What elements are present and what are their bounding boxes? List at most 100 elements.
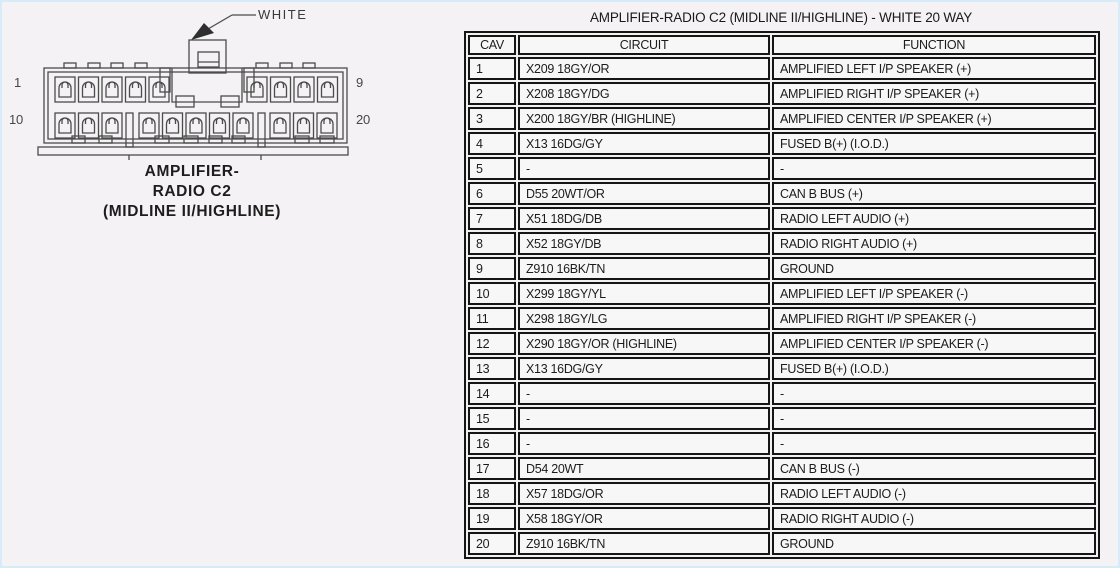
circuit-cell: - [518, 382, 770, 405]
cav-cell: 10 [468, 282, 516, 305]
connector-color-label: WHITE [258, 7, 308, 22]
cav-cell: 9 [468, 257, 516, 280]
cav-cell: 2 [468, 82, 516, 105]
pin-cavity [101, 112, 123, 139]
cav-cell: 18 [468, 482, 516, 505]
table-row: 1 X209 18GY/OR AMPLIFIED LEFT I/P SPEAKER … [468, 57, 1096, 80]
table-row: 16- - [468, 432, 1096, 455]
table-row: 9 Z910 16BK/TN GROUND [468, 257, 1096, 280]
pin-cavity [77, 112, 100, 139]
cav-cell: 16 [468, 432, 516, 455]
circuit-cell: X298 18GY/LG [518, 307, 770, 330]
caption-line-2: RADIO C2 [152, 183, 232, 200]
pin-cavity [54, 112, 76, 139]
cav-cell: 5 [468, 157, 516, 180]
pin-cavity [138, 112, 160, 139]
table-row: 14- - [468, 382, 1096, 405]
table-row: 20 Z910 16BK/TN GROUND [468, 532, 1096, 555]
table-header-row: CAV CIRCUIT FUNCTION [468, 35, 1096, 55]
cav-cell: 6 [468, 182, 516, 205]
pin-number-20: 20 [356, 112, 371, 127]
pin-cavity [148, 76, 170, 103]
pin-number-9: 9 [356, 75, 364, 90]
cav-cell: 12 [468, 332, 516, 355]
pin-cavity [246, 76, 268, 103]
cav-cell: 14 [468, 382, 516, 405]
cav-cell: 13 [468, 357, 516, 380]
pin-cavity [269, 112, 291, 139]
circuit-cell: X57 18DG/OR [518, 482, 770, 505]
table-row: 6 D55 20WT/OR CAN B BUS (+) [468, 182, 1096, 205]
table-row: 19 X58 18GY/OR RADIO RIGHT AUDIO (-) [468, 507, 1096, 530]
circuit-cell: X13 16DG/GY [518, 132, 770, 155]
function-cell: - [772, 157, 1096, 180]
circuit-cell: X58 18GY/OR [518, 507, 770, 530]
white-callout-arrow-icon [191, 14, 256, 40]
connector-caption: AMPLIFIER- RADIO C2 (MIDLINE II/HIGHLINE… [62, 162, 322, 222]
connector-latch [188, 39, 227, 74]
table-row: 4 X13 16DG/GY FUSED B(+) (I.O.D.) [468, 132, 1096, 155]
circuit-cell: X208 18GY/DG [518, 82, 770, 105]
function-cell: RADIO LEFT AUDIO (-) [772, 482, 1096, 505]
caption-line-3: (MIDLINE II/HIGHLINE) [103, 203, 281, 220]
cav-cell: 19 [468, 507, 516, 530]
circuit-cell: - [518, 157, 770, 180]
table-row: 5-- [468, 157, 1096, 180]
cav-cell: 17 [468, 457, 516, 480]
table-row: 10 X299 18GY/YL AMPLIFIED LEFT I/P SPEAKER… [468, 282, 1096, 305]
circuit-cell: - [518, 407, 770, 430]
table-row: 12 X290 18GY/OR (HIGHLINE) AMPLIFIED CENTE… [468, 332, 1096, 355]
circuit-cell: X200 18GY/BR (HIGHLINE) [518, 107, 770, 130]
caption-line-1: AMPLIFIER- [144, 163, 240, 180]
pin-cavity [161, 112, 184, 139]
circuit-cell: X209 18GY/OR [518, 57, 770, 80]
function-cell: AMPLIFIED CENTER I/P SPEAKER (-) [772, 332, 1096, 355]
table-row: 2 X208 18GY/DG AMPLIFIED RIGHT I/P SPEAKER… [468, 82, 1096, 105]
connector-diagram: WHITE 1 9 10 20 AMPLIFIER- RADIO C2 (MID… [2, 2, 452, 242]
pin-cavity [101, 76, 123, 103]
connector-drawing [37, 14, 349, 160]
pin-cavity [185, 112, 207, 139]
cav-cell: 15 [468, 407, 516, 430]
function-cell: - [772, 407, 1096, 430]
cav-cell: 4 [468, 132, 516, 155]
pin-cavity [54, 76, 76, 103]
circuit-cell: X13 16DG/GY [518, 357, 770, 380]
table-row: 8 X52 18GY/DB RADIO RIGHT AUDIO (+) [468, 232, 1096, 255]
table-row: 7 X51 18DG/DB RADIO LEFT AUDIO (+) [468, 207, 1096, 230]
function-cell: GROUND [772, 532, 1096, 555]
table-row: 15- - [468, 407, 1096, 430]
pin-cavity [77, 76, 100, 103]
pin-number-10: 10 [9, 112, 24, 127]
function-cell: RADIO RIGHT AUDIO (-) [772, 507, 1096, 530]
pin-cavities [54, 76, 339, 139]
circuit-cell: Z910 16BK/TN [518, 257, 770, 280]
function-cell: GROUND [772, 257, 1096, 280]
function-cell: - [772, 432, 1096, 455]
table-row: 11 X298 18GY/LG AMPLIFIED RIGHT I/P SPEAKE… [468, 307, 1096, 330]
table-row: 3 X200 18GY/BR (HIGHLINE) AMPLIFIED CENTER… [468, 107, 1096, 130]
function-cell: RADIO RIGHT AUDIO (+) [772, 232, 1096, 255]
pin-cavity [292, 112, 315, 139]
cav-cell: 7 [468, 207, 516, 230]
circuit-cell: D54 20WT [518, 457, 770, 480]
function-cell: RADIO LEFT AUDIO (+) [772, 207, 1096, 230]
circuit-cell: X51 18DG/DB [518, 207, 770, 230]
function-cell: CAN B BUS (-) [772, 457, 1096, 480]
pin-cavity [316, 76, 339, 103]
function-cell: AMPLIFIED LEFT I/P SPEAKER (-) [772, 282, 1096, 305]
cav-cell: 20 [468, 532, 516, 555]
connector-body [37, 62, 349, 160]
header-function: FUNCTION [772, 35, 1096, 55]
pin-cavity [269, 76, 292, 103]
pin-cavity [124, 76, 147, 103]
circuit-cell: X290 18GY/OR (HIGHLINE) [518, 332, 770, 355]
function-cell: CAN B BUS (+) [772, 182, 1096, 205]
function-cell: AMPLIFIED LEFT I/P SPEAKER (+) [772, 57, 1096, 80]
circuit-cell: D55 20WT/OR [518, 182, 770, 205]
function-cell: - [772, 382, 1096, 405]
pin-cavity [208, 112, 231, 139]
function-cell: AMPLIFIED RIGHT I/P SPEAKER (-) [772, 307, 1096, 330]
pin-number-1: 1 [14, 75, 22, 90]
cav-cell: 11 [468, 307, 516, 330]
